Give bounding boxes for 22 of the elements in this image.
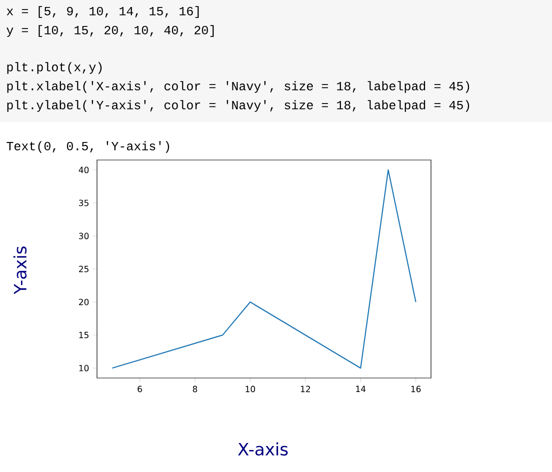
y-tick-label: 40 <box>78 166 89 174</box>
y-tick-label: 35 <box>79 200 88 206</box>
y-tick-label: 30 <box>79 232 89 240</box>
y-tick-label: 20 <box>79 298 89 306</box>
text: plt.xlabel('X-axis', color = 'Navy', size = 18, labelpad = 45) <box>7 81 470 93</box>
x-tick-label: 12 <box>300 386 310 392</box>
x-tick-label: 14 <box>356 386 366 392</box>
x-tick-label: 16 <box>411 386 421 392</box>
text: x = [5, 9, 10, 14, 15, 16] <box>6 6 199 18</box>
text: Text(0, 0.5, 'Y-axis') <box>6 141 170 153</box>
line-series <box>112 169 416 369</box>
x-tick-label: 6 <box>138 386 142 392</box>
text: plt.plot(x,y) <box>7 62 102 74</box>
x-tick-label: 10 <box>246 386 256 392</box>
x-axis-title: X-axis <box>238 442 288 456</box>
y-tick-label: 10 <box>79 364 89 372</box>
y-tick-label: 25 <box>79 266 88 272</box>
text: plt.ylabel('Y-axis', color = 'Navy', size = 18, labelpad = 45) <box>7 100 470 112</box>
y-tick-label: 15 <box>79 332 88 338</box>
x-tick-label: 8 <box>192 386 198 392</box>
text: y = [10, 15, 20, 10, 40, 20] <box>6 25 214 37</box>
y-axis-title: Y-axis <box>13 246 27 294</box>
